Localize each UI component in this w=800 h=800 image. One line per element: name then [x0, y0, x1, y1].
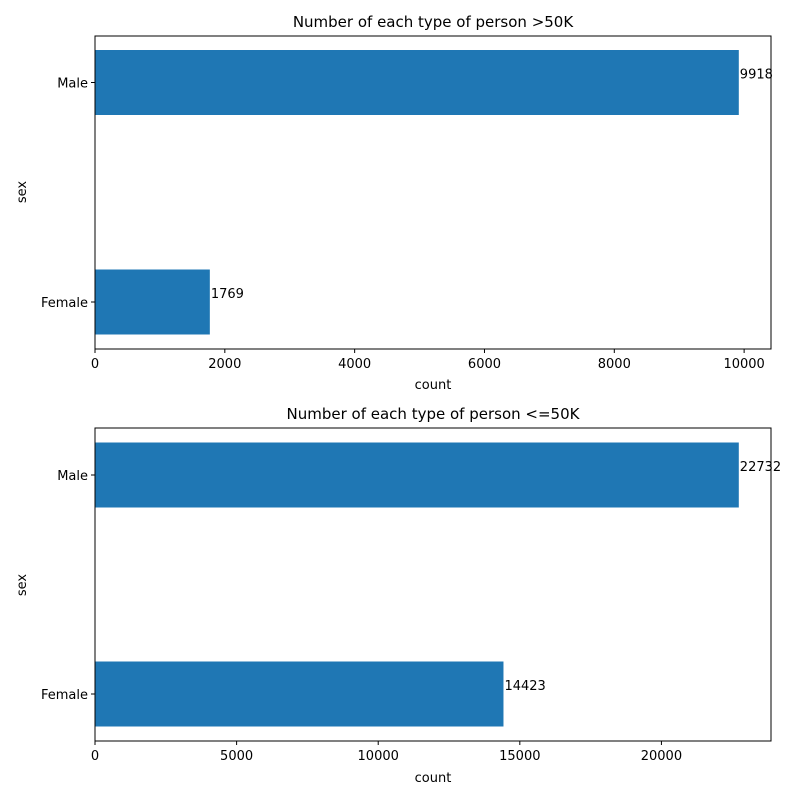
- y-axis-label: sex: [15, 181, 30, 204]
- chart-title: Number of each type of person >50K: [293, 13, 575, 31]
- data-label-male: 9918: [740, 68, 773, 83]
- plot-area: 9918 Male 1769 Female 0 2000 4000 6000 8000 10000: [41, 35, 773, 372]
- y-tick-label-male: Male: [57, 77, 88, 92]
- y-tick-label-female: Female: [41, 296, 88, 311]
- data-label-female: 14423: [504, 679, 545, 694]
- x-tick-label: 6000: [468, 357, 501, 372]
- x-tick-label: 10000: [358, 749, 399, 764]
- axes-frame: [94, 35, 772, 350]
- x-tick-label: 20000: [641, 749, 682, 764]
- axes-frame: [94, 427, 772, 742]
- x-tick-label: 10000: [723, 357, 764, 372]
- chart-over-50k: Number of each type of person >50K count…: [15, 13, 773, 393]
- x-tick-label: 0: [91, 749, 99, 764]
- chart-title: Number of each type of person <=50K: [287, 405, 581, 423]
- x-tick-label: 5000: [220, 749, 253, 764]
- x-axis-label: count: [415, 771, 452, 786]
- x-tick-label: 0: [91, 357, 99, 372]
- y-tick-label-female: Female: [41, 688, 88, 703]
- x-tick-label: 4000: [338, 357, 371, 372]
- bar-male: [95, 50, 739, 115]
- bar-female: [95, 661, 504, 727]
- y-axis-label: sex: [15, 574, 30, 597]
- x-axis-label: count: [415, 378, 452, 393]
- x-tick-label: 2000: [208, 357, 241, 372]
- y-tick-label-male: Male: [57, 469, 88, 484]
- x-tick-label: 8000: [598, 357, 631, 372]
- bar-female: [95, 269, 210, 335]
- plot-area: 22732 Male 14423 Female 0 5000 10000 15000 20000: [41, 427, 781, 764]
- data-label-female: 1769: [211, 287, 244, 302]
- data-label-male: 22732: [740, 460, 781, 475]
- x-tick-label: 15000: [499, 749, 540, 764]
- chart-under-50k: Number of each type of person <=50K coun…: [15, 405, 781, 786]
- bar-male: [95, 442, 739, 508]
